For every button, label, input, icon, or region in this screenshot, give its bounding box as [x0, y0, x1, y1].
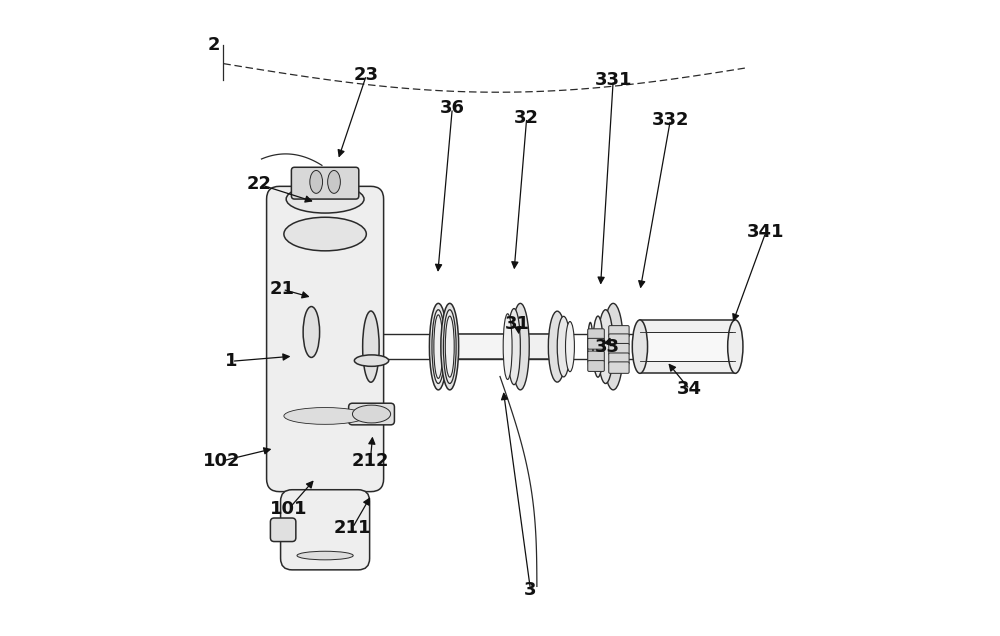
Ellipse shape: [354, 355, 389, 366]
Ellipse shape: [434, 315, 443, 378]
Text: 212: 212: [352, 452, 389, 470]
Text: 22: 22: [247, 176, 272, 193]
Text: 23: 23: [354, 66, 379, 84]
Ellipse shape: [310, 170, 323, 193]
FancyBboxPatch shape: [609, 343, 629, 355]
FancyBboxPatch shape: [291, 167, 359, 199]
FancyBboxPatch shape: [349, 403, 394, 425]
Ellipse shape: [503, 314, 512, 380]
Ellipse shape: [511, 303, 529, 390]
Text: 1: 1: [225, 352, 238, 370]
Text: 102: 102: [203, 452, 240, 470]
FancyBboxPatch shape: [267, 186, 384, 492]
FancyBboxPatch shape: [588, 351, 604, 362]
FancyBboxPatch shape: [281, 490, 370, 570]
Ellipse shape: [557, 316, 570, 377]
FancyBboxPatch shape: [609, 326, 629, 337]
Ellipse shape: [598, 310, 613, 384]
FancyBboxPatch shape: [588, 338, 604, 349]
FancyBboxPatch shape: [588, 329, 604, 340]
FancyBboxPatch shape: [588, 361, 604, 371]
Ellipse shape: [443, 310, 456, 384]
Ellipse shape: [352, 405, 391, 423]
Ellipse shape: [286, 185, 364, 213]
Ellipse shape: [297, 551, 353, 560]
Ellipse shape: [429, 303, 447, 390]
FancyBboxPatch shape: [270, 518, 296, 541]
Ellipse shape: [588, 322, 593, 371]
Text: 101: 101: [270, 500, 308, 518]
Ellipse shape: [284, 218, 366, 251]
FancyBboxPatch shape: [609, 334, 629, 345]
Text: 332: 332: [652, 111, 689, 128]
Ellipse shape: [632, 320, 648, 373]
Ellipse shape: [603, 303, 623, 390]
Ellipse shape: [548, 311, 566, 382]
Ellipse shape: [303, 307, 320, 357]
Text: 21: 21: [270, 280, 295, 298]
Ellipse shape: [363, 311, 379, 382]
Text: 341: 341: [747, 223, 785, 241]
Ellipse shape: [328, 170, 340, 193]
FancyBboxPatch shape: [609, 353, 629, 364]
Ellipse shape: [284, 408, 366, 424]
Text: 32: 32: [514, 109, 539, 127]
FancyBboxPatch shape: [609, 362, 629, 373]
Ellipse shape: [445, 316, 454, 377]
Text: 34: 34: [677, 380, 702, 398]
Ellipse shape: [728, 320, 743, 373]
Ellipse shape: [508, 308, 520, 385]
Ellipse shape: [593, 316, 603, 377]
Ellipse shape: [566, 322, 574, 371]
Text: 3: 3: [524, 581, 537, 599]
Text: 2: 2: [208, 36, 220, 53]
Text: 33: 33: [594, 338, 619, 356]
Ellipse shape: [432, 310, 445, 384]
Text: 331: 331: [594, 71, 632, 89]
Ellipse shape: [441, 303, 459, 390]
Text: 36: 36: [440, 99, 465, 117]
Text: 211: 211: [334, 519, 371, 537]
Text: 31: 31: [505, 315, 530, 333]
